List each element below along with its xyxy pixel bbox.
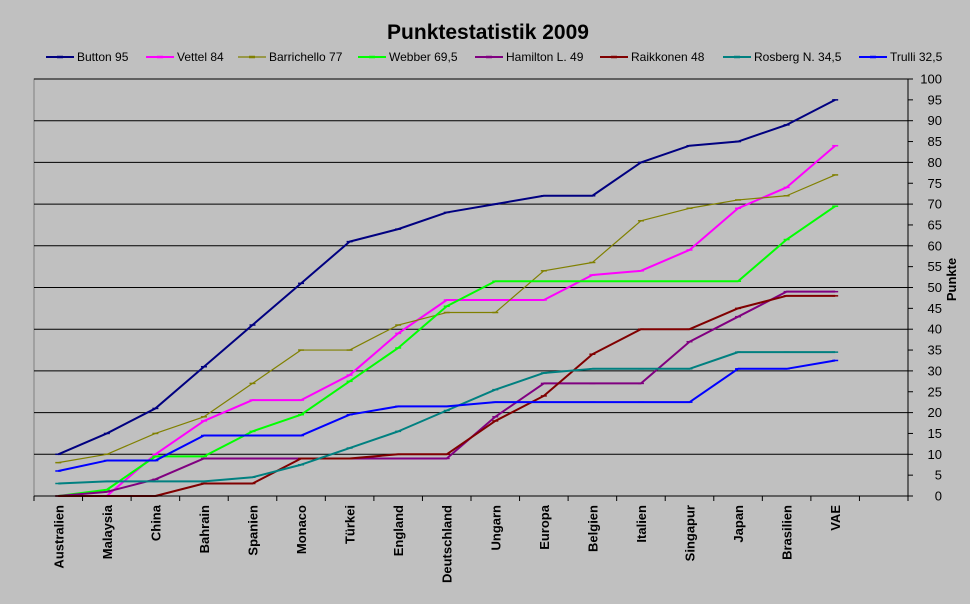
legend-item: Trulli 32,5: [859, 50, 943, 64]
legend-label: Raikkonen 48: [631, 50, 705, 64]
y-tick-label: 55: [928, 259, 942, 274]
legend-item: Hamilton L. 49: [475, 50, 584, 64]
y-axis-title: Punkte: [944, 258, 959, 301]
series-1: [55, 98, 839, 456]
y-tick-label: 30: [928, 363, 942, 378]
y-tick-label: 90: [928, 113, 942, 128]
y-tick-label: 75: [928, 176, 942, 191]
y-tick-label: 20: [928, 405, 942, 420]
x-tick-label: Italien: [634, 505, 649, 543]
series-layer: [55, 98, 839, 497]
x-tick-label: Brasilien: [780, 505, 795, 560]
series-8: [55, 359, 839, 472]
series-7: [55, 351, 839, 485]
x-tick-label: Malaysia: [100, 504, 115, 559]
y-tick-label: 85: [928, 134, 942, 149]
y-tick-label: 100: [920, 72, 942, 87]
x-tick-label: Australien: [51, 505, 66, 569]
series-3: [55, 174, 839, 464]
x-tick-label: England: [391, 505, 406, 556]
legend-label: Barrichello 77: [269, 50, 343, 64]
y-tick-label: 35: [928, 343, 942, 358]
x-tick-label: Japan: [731, 505, 746, 543]
x-tick-label: Ungarn: [488, 505, 503, 551]
legend-item: Button 95: [46, 50, 129, 64]
chart-title: Punktestatistik 2009: [387, 21, 589, 44]
y-tick-label: 15: [928, 426, 942, 441]
y-tick-label: 95: [928, 92, 942, 107]
legend-label: Hamilton L. 49: [506, 50, 584, 64]
legend-item: Webber 69,5: [358, 50, 458, 64]
y-tick-label: 5: [935, 468, 942, 483]
legend-label: Vettel 84: [177, 50, 224, 64]
y-tick-label: 0: [935, 489, 942, 504]
y-tick-label: 45: [928, 301, 942, 316]
x-tick-label: Spanien: [246, 505, 261, 556]
legend-label: Button 95: [77, 50, 129, 64]
legend-label: Trulli 32,5: [890, 50, 943, 64]
legend-item: Barrichello 77: [238, 50, 343, 64]
x-tick-label: Europa: [537, 504, 552, 550]
x-tick-label: Singapur: [683, 505, 698, 561]
y-tick-label: 25: [928, 384, 942, 399]
y-tick-label: 65: [928, 217, 942, 232]
x-tick-label: VAE: [828, 505, 843, 531]
legend-item: Vettel 84: [146, 50, 224, 64]
y-tick-label: 10: [928, 447, 942, 462]
y-tick-label: 70: [928, 197, 942, 212]
x-tick-label: Monaco: [294, 505, 309, 554]
legend-label: Webber 69,5: [389, 50, 458, 64]
y-tick-label: 60: [928, 238, 942, 253]
series-4: [55, 205, 839, 497]
x-tick-label: Bahrain: [197, 505, 212, 553]
x-axis: Australien Malaysia China Bahrain Spanien Mon…: [33, 495, 909, 583]
x-tick-label: Türkei: [343, 505, 358, 544]
y-tick-label: 50: [928, 280, 942, 295]
y-axis: 0 5 10 15 20 25 30 35 40 45 50 55 60 65 70 75 80 85 90 95 10…: [907, 72, 942, 504]
x-tick-label: China: [148, 504, 163, 541]
legend-item: Rosberg N. 34,5: [723, 50, 842, 64]
legend-item: Raikkonen 48: [600, 50, 705, 64]
y-tick-label: 80: [928, 155, 942, 170]
legend: Button 95 Vettel 84 Barrichello 77 Webber 6…: [46, 50, 943, 64]
legend-label: Rosberg N. 34,5: [754, 50, 842, 64]
x-tick-label: Belgien: [585, 505, 600, 552]
x-tick-label: Deutschland: [440, 505, 455, 583]
y-tick-label: 40: [928, 322, 942, 337]
gridlines: [34, 78, 908, 455]
